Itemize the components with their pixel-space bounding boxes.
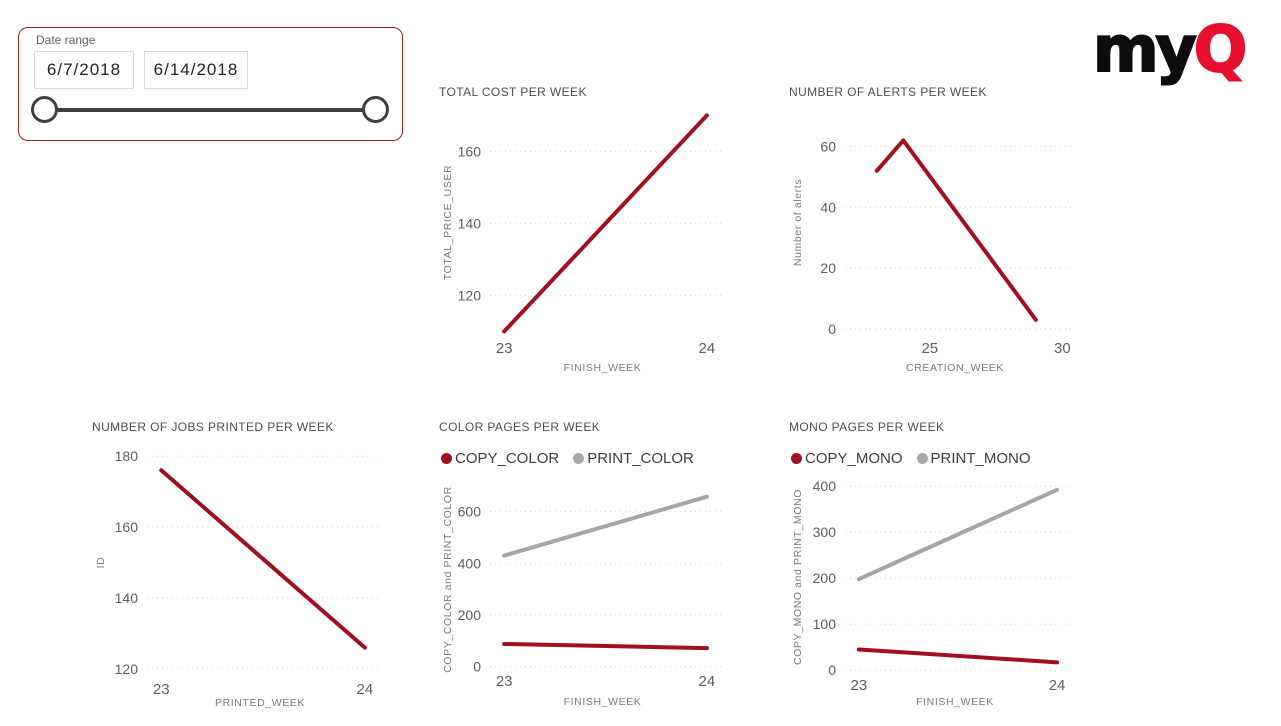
chart-total-cost-per-week[interactable]: TOTAL COST PER WEEK 120 140 160 23 24 FINISH_… bbox=[437, 85, 732, 378]
legend-item-print-mono[interactable]: PRINT_MONO bbox=[916, 449, 1031, 467]
x-tick-label: 25 bbox=[921, 340, 938, 357]
y-tick-label: 140 bbox=[458, 215, 482, 231]
series-line-Number of alerts bbox=[874, 138, 1038, 322]
series-line-COPY_COLOR bbox=[502, 641, 709, 651]
chart-title: TOTAL COST PER WEEK bbox=[439, 85, 587, 99]
y-tick-label: 160 bbox=[458, 143, 482, 159]
x-axis-title: FINISH_WEEK bbox=[564, 362, 642, 374]
x-tick-label: 24 bbox=[357, 681, 374, 698]
y-tick-label: 100 bbox=[813, 616, 837, 632]
y-tick-label: 400 bbox=[813, 478, 837, 494]
legend-label: PRINT_MONO bbox=[930, 449, 1031, 467]
x-tick-label: 23 bbox=[851, 677, 868, 694]
chart-plot[interactable]: 0 20 40 60 25 30 CREATION_WEEK Number of alerts bbox=[787, 105, 1082, 378]
logo-text-q: Q bbox=[1193, 13, 1249, 87]
chart-jobs-printed-per-week[interactable]: NUMBER OF JOBS PRINTED PER WEEK 120 140 16… bbox=[90, 420, 390, 713]
y-tick-label: 120 bbox=[458, 287, 482, 303]
y-tick-label: 60 bbox=[820, 138, 836, 154]
logo-text-my: my bbox=[1092, 13, 1198, 87]
legend-label: COPY_MONO bbox=[805, 449, 903, 467]
series-line-ID bbox=[159, 468, 367, 650]
legend-dot bbox=[916, 452, 928, 464]
chart-plot[interactable]: 120 140 160 23 24 FINISH_WEEK TOTAL_PRICE_USER bbox=[437, 105, 732, 378]
legend-dot bbox=[791, 452, 802, 464]
legend-dot bbox=[573, 452, 585, 464]
y-tick-label: 20 bbox=[820, 260, 836, 276]
y-tick-label: 600 bbox=[458, 504, 482, 520]
x-axis-title: FINISH_WEEK bbox=[564, 696, 642, 708]
chart-alerts-per-week[interactable]: NUMBER OF ALERTS PER WEEK 0 20 40 60 25 30 CRE… bbox=[787, 85, 1082, 378]
legend-label: COPY_COLOR bbox=[455, 449, 560, 467]
y-tick-label: 180 bbox=[115, 448, 139, 464]
series-line-PRINT_MONO bbox=[856, 487, 1060, 582]
y-tick-label: 40 bbox=[820, 199, 836, 215]
chart-title: NUMBER OF ALERTS PER WEEK bbox=[789, 85, 987, 99]
end-date-input[interactable] bbox=[144, 51, 248, 89]
slider-track[interactable] bbox=[45, 108, 375, 112]
x-tick-label: 24 bbox=[699, 340, 716, 357]
y-tick-label: 120 bbox=[115, 661, 139, 677]
legend-item-copy-color[interactable]: COPY_COLOR bbox=[441, 450, 559, 467]
chart-plot[interactable]: 0 100 200 300 400 23 24 FINISH_WEEK COPY_MONO an… bbox=[787, 476, 1082, 712]
y-axis-title: Number of alerts bbox=[792, 179, 804, 266]
start-date-input[interactable] bbox=[34, 51, 134, 89]
legend-item-copy-mono[interactable]: COPY_MONO bbox=[791, 450, 903, 467]
x-tick-label: 23 bbox=[496, 340, 513, 357]
y-axis-title: COPY_MONO and PRINT_MONO bbox=[792, 489, 804, 665]
y-axis-title: TOTAL_PRICE_USER bbox=[442, 165, 454, 280]
y-tick-label: 200 bbox=[458, 607, 482, 623]
chart-title: NUMBER OF JOBS PRINTED PER WEEK bbox=[92, 420, 334, 434]
y-tick-label: 400 bbox=[458, 555, 482, 571]
series-line-COPY_MONO bbox=[856, 647, 1060, 665]
date-range-slicer[interactable]: Date range bbox=[18, 27, 403, 141]
y-tick-label: 0 bbox=[828, 321, 836, 337]
slider-handle-end[interactable] bbox=[362, 96, 389, 123]
x-tick-label: 30 bbox=[1054, 340, 1071, 357]
chart-plot[interactable]: 120 140 160 180 23 24 PRINTED_WEEK ID bbox=[90, 440, 390, 713]
chart-title: MONO PAGES PER WEEK bbox=[789, 420, 945, 434]
chart-plot[interactable]: 0 200 400 600 23 24 FINISH_WEEK COPY_COLOR and … bbox=[437, 476, 732, 712]
series-line-TOTAL_PRICE_USER bbox=[502, 113, 709, 334]
y-axis-title: COPY_COLOR and PRINT_COLOR bbox=[442, 486, 454, 673]
x-axis-title: FINISH_WEEK bbox=[916, 696, 994, 708]
x-tick-label: 24 bbox=[1049, 677, 1066, 694]
legend-label: PRINT_COLOR bbox=[587, 449, 694, 467]
y-axis-title: ID bbox=[95, 557, 107, 569]
chart-legend: COPY_COLOR PRINT_COLOR bbox=[441, 447, 732, 469]
x-axis-title: PRINTED_WEEK bbox=[215, 697, 305, 709]
y-tick-label: 0 bbox=[473, 659, 481, 675]
y-tick-label: 300 bbox=[813, 524, 837, 540]
myq-logo: myQ bbox=[1092, 13, 1249, 87]
x-tick-label: 23 bbox=[153, 681, 170, 698]
series-line-PRINT_COLOR bbox=[502, 494, 709, 558]
x-tick-label: 24 bbox=[699, 673, 716, 690]
x-tick-label: 23 bbox=[496, 673, 513, 690]
y-tick-label: 0 bbox=[828, 662, 836, 678]
y-tick-label: 140 bbox=[115, 590, 139, 606]
y-tick-label: 200 bbox=[813, 570, 837, 586]
chart-mono-pages-per-week[interactable]: MONO PAGES PER WEEK COPY_MONO PRINT_MONO… bbox=[787, 420, 1082, 712]
slicer-title: Date range bbox=[36, 33, 96, 47]
chart-title: COLOR PAGES PER WEEK bbox=[439, 420, 601, 434]
slider-handle-start[interactable] bbox=[31, 96, 58, 123]
date-range-slider[interactable] bbox=[19, 96, 402, 124]
chart-color-pages-per-week[interactable]: COLOR PAGES PER WEEK COPY_COLOR PRINT_CO… bbox=[437, 420, 732, 712]
chart-legend: COPY_MONO PRINT_MONO bbox=[791, 447, 1082, 469]
legend-dot bbox=[441, 452, 452, 464]
legend-item-print-color[interactable]: PRINT_COLOR bbox=[573, 450, 694, 467]
y-tick-label: 160 bbox=[115, 519, 139, 535]
x-axis-title: CREATION_WEEK bbox=[906, 362, 1004, 374]
